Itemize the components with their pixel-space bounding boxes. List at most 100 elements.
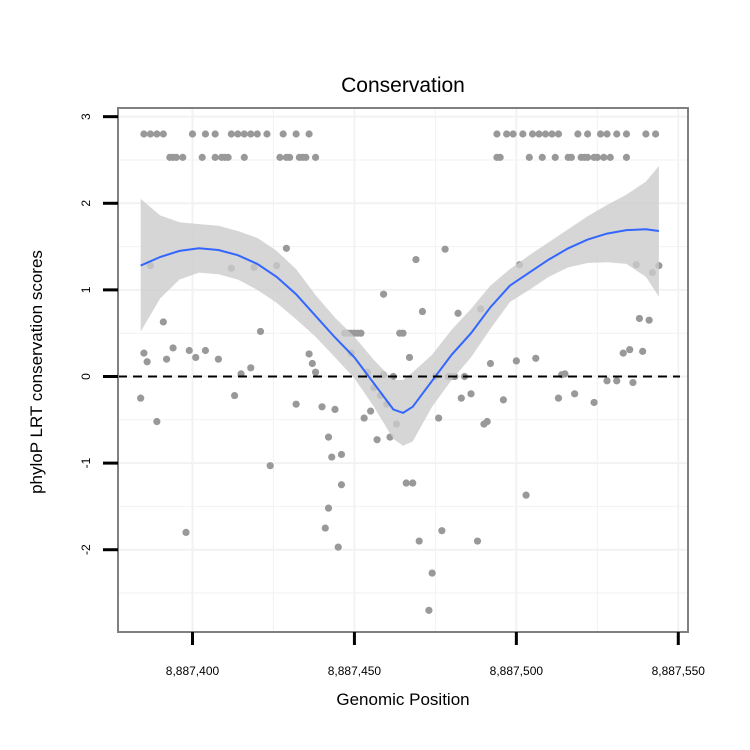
data-point bbox=[590, 398, 598, 407]
data-point bbox=[509, 130, 517, 138]
y-tick-label: 0 bbox=[79, 373, 93, 380]
data-point bbox=[137, 394, 145, 402]
confidence-band bbox=[140, 166, 659, 446]
data-point bbox=[279, 130, 287, 138]
data-point bbox=[211, 130, 219, 138]
x-tick-label: 8,887,450 bbox=[328, 664, 382, 678]
data-point bbox=[652, 130, 660, 138]
data-point bbox=[211, 153, 219, 161]
data-point bbox=[541, 130, 550, 138]
data-point bbox=[409, 479, 417, 487]
data-point bbox=[584, 130, 592, 138]
data-point bbox=[538, 153, 546, 161]
data-point bbox=[311, 368, 320, 376]
plot-panel bbox=[117, 107, 689, 633]
data-point bbox=[230, 391, 239, 400]
data-point bbox=[457, 394, 465, 402]
data-point bbox=[522, 491, 530, 499]
data-point bbox=[438, 527, 446, 535]
data-point bbox=[567, 153, 576, 161]
data-point bbox=[247, 130, 255, 138]
data-point bbox=[603, 130, 611, 138]
data-point bbox=[292, 130, 300, 138]
data-point bbox=[263, 130, 271, 138]
data-point bbox=[373, 436, 381, 444]
y-tick-label: -1 bbox=[79, 457, 93, 468]
data-point bbox=[324, 504, 333, 512]
data-point bbox=[503, 130, 511, 138]
x-axis-title: Genomic Position bbox=[336, 690, 469, 709]
data-point bbox=[496, 153, 504, 161]
data-point bbox=[247, 364, 255, 372]
data-point bbox=[441, 245, 449, 253]
data-point bbox=[224, 153, 232, 161]
data-point bbox=[402, 479, 410, 487]
y-axis-title: phyloP LRT conservation scores bbox=[27, 250, 46, 494]
data-point bbox=[499, 396, 507, 404]
data-point bbox=[399, 329, 407, 337]
data-point bbox=[528, 130, 537, 138]
data-point bbox=[561, 370, 569, 378]
data-point bbox=[240, 153, 248, 161]
data-point bbox=[172, 153, 180, 161]
data-point bbox=[140, 349, 148, 357]
data-point bbox=[535, 130, 543, 138]
data-point bbox=[292, 400, 300, 408]
data-point bbox=[334, 543, 342, 551]
data-point bbox=[435, 414, 443, 422]
data-point bbox=[405, 353, 414, 362]
data-point bbox=[418, 307, 427, 316]
data-point bbox=[519, 130, 527, 138]
data-point bbox=[525, 153, 533, 161]
data-point bbox=[473, 537, 482, 545]
x-tick-label: 8,887,400 bbox=[166, 664, 220, 678]
x-tick-label: 8,887,550 bbox=[652, 664, 706, 678]
data-point bbox=[321, 524, 329, 532]
data-point bbox=[256, 327, 265, 336]
y-tick-label: 3 bbox=[79, 113, 93, 120]
data-point bbox=[311, 153, 320, 161]
data-point bbox=[483, 417, 491, 426]
data-point bbox=[584, 153, 592, 161]
data-point bbox=[162, 355, 171, 363]
data-point bbox=[596, 130, 605, 138]
data-point bbox=[276, 153, 284, 161]
data-point bbox=[324, 433, 333, 441]
data-point bbox=[551, 153, 559, 161]
panel-background bbox=[118, 108, 688, 632]
data-point bbox=[425, 606, 433, 614]
data-point bbox=[192, 353, 200, 362]
data-point bbox=[214, 355, 222, 363]
data-point bbox=[227, 130, 235, 138]
data-point bbox=[318, 403, 326, 411]
data-point bbox=[337, 481, 346, 489]
data-point bbox=[143, 358, 151, 366]
data-point bbox=[253, 130, 261, 138]
data-point bbox=[639, 347, 647, 355]
data-point bbox=[600, 153, 608, 161]
data-point bbox=[305, 350, 313, 358]
data-point bbox=[153, 417, 161, 426]
data-point bbox=[603, 377, 611, 385]
data-point bbox=[622, 153, 631, 161]
data-point bbox=[548, 130, 556, 138]
y-tick-label: 1 bbox=[79, 286, 93, 293]
data-point bbox=[554, 394, 563, 402]
data-point bbox=[613, 377, 621, 385]
data-point bbox=[159, 318, 167, 326]
data-point bbox=[415, 537, 423, 545]
y-tick-label: 2 bbox=[79, 200, 93, 207]
data-point bbox=[629, 378, 637, 387]
data-point bbox=[642, 130, 650, 138]
data-point bbox=[635, 314, 644, 323]
data-point bbox=[554, 130, 563, 138]
data-point bbox=[182, 528, 190, 536]
data-point bbox=[179, 153, 187, 161]
data-point bbox=[613, 130, 621, 138]
data-point bbox=[360, 414, 368, 422]
data-point bbox=[467, 390, 475, 398]
data-point bbox=[574, 130, 582, 138]
data-point bbox=[159, 130, 167, 138]
data-point bbox=[201, 346, 210, 355]
data-point bbox=[140, 130, 148, 138]
